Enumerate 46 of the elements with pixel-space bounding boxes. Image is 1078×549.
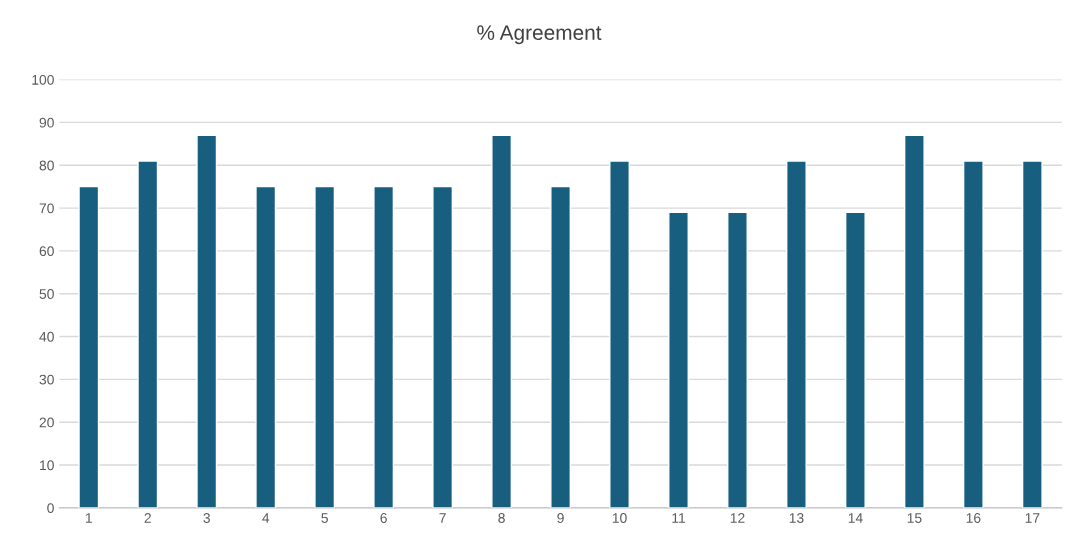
bar — [432, 185, 454, 508]
bar — [1021, 160, 1043, 508]
y-tick-label: 60 — [39, 246, 54, 257]
x-tick-label: 2 — [144, 513, 151, 523]
y-tick-label: 10 — [40, 460, 54, 471]
x-tick-label: 15 — [907, 513, 922, 523]
bar — [491, 134, 513, 508]
bar — [137, 160, 159, 508]
y-tick-label: 50 — [39, 289, 54, 299]
bar — [903, 134, 925, 508]
x-tick-label: 16 — [966, 513, 981, 523]
x-tick-label: 13 — [789, 513, 804, 523]
x-tick-label: 8 — [498, 513, 505, 523]
bar — [962, 160, 984, 508]
x-tick-label: 4 — [262, 513, 270, 523]
x-tick-label: 5 — [321, 513, 328, 523]
bar — [373, 185, 395, 508]
y-tick-label: 80 — [39, 160, 54, 171]
x-tick-label: 17 — [1025, 513, 1040, 523]
x-tick-label: 10 — [612, 513, 627, 523]
y-tick-label: 100 — [32, 74, 54, 85]
y-tick-label: 30 — [39, 374, 54, 385]
y-tick-label: 90 — [39, 117, 54, 128]
x-tick-label: 1 — [85, 513, 92, 523]
x-tick-label: 11 — [672, 513, 686, 523]
y-tick-label: 70 — [39, 203, 54, 214]
y-tick-label: 20 — [39, 417, 54, 428]
bar — [844, 211, 866, 508]
bar — [609, 160, 630, 508]
x-tick-label: 3 — [203, 513, 210, 523]
x-tick-label: 7 — [439, 513, 446, 523]
bar — [550, 185, 571, 508]
bar — [314, 185, 336, 508]
x-tick-label: 9 — [557, 513, 564, 523]
bar — [78, 185, 100, 508]
x-tick-label: 6 — [380, 513, 387, 523]
bar — [196, 134, 218, 508]
chart-title: % Agreement — [477, 25, 602, 45]
bar — [727, 211, 748, 508]
bar — [786, 160, 807, 508]
y-tick-label: 0 — [47, 503, 54, 513]
x-tick-label: 14 — [848, 513, 863, 523]
y-tick-label: 40 — [39, 331, 54, 342]
x-tick-label: 12 — [730, 513, 745, 523]
bar — [668, 211, 689, 508]
bar — [255, 185, 277, 508]
